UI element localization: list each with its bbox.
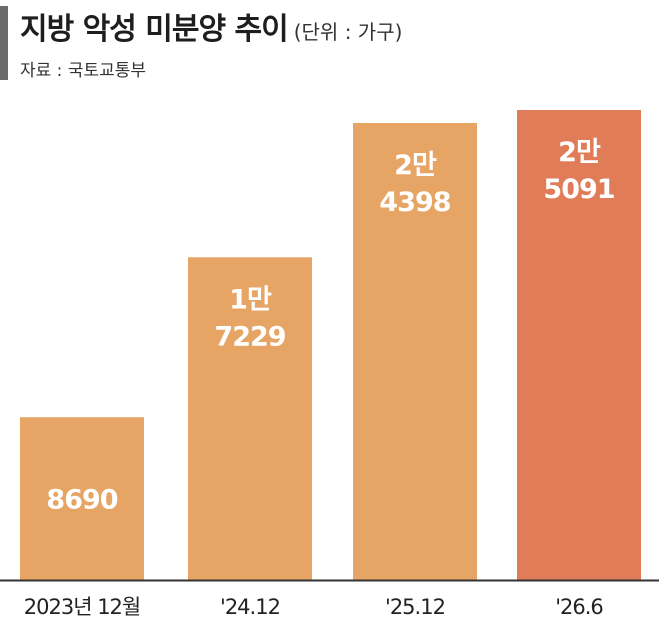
bar-2 xyxy=(188,257,312,580)
bar-4 xyxy=(517,110,641,580)
x-tick-label-1: 2023년 12월 xyxy=(24,595,140,619)
x-tick-label-4: '26.6 xyxy=(555,595,603,619)
bar-4-data-label: 2만 xyxy=(558,137,601,168)
source-label: 자료 : 국토교통부 xyxy=(20,61,147,81)
bar-2-data-label: 7229 xyxy=(214,321,285,352)
chart-title: 지방 악성 미분양 추이 (단위 : 가구) xyxy=(20,4,402,48)
bar-4-data-label: 5091 xyxy=(543,174,614,205)
x-tick-label-3: '25.12 xyxy=(385,595,445,619)
bar-2-data-label: 1만 xyxy=(229,284,272,315)
unit-label: (단위 : 가구) xyxy=(293,20,403,44)
bar-1-data-label: 8690 xyxy=(46,485,117,516)
bar-1 xyxy=(20,417,144,580)
x-tick-label-2: '24.12 xyxy=(220,595,280,619)
chart-title-text: 지방 악성 미분양 추이 xyxy=(20,12,289,47)
title-accent-bar xyxy=(0,6,8,80)
bar-3-data-label: 4398 xyxy=(379,187,450,218)
bar-3-data-label: 2만 xyxy=(394,150,437,181)
bar-3 xyxy=(353,122,477,581)
